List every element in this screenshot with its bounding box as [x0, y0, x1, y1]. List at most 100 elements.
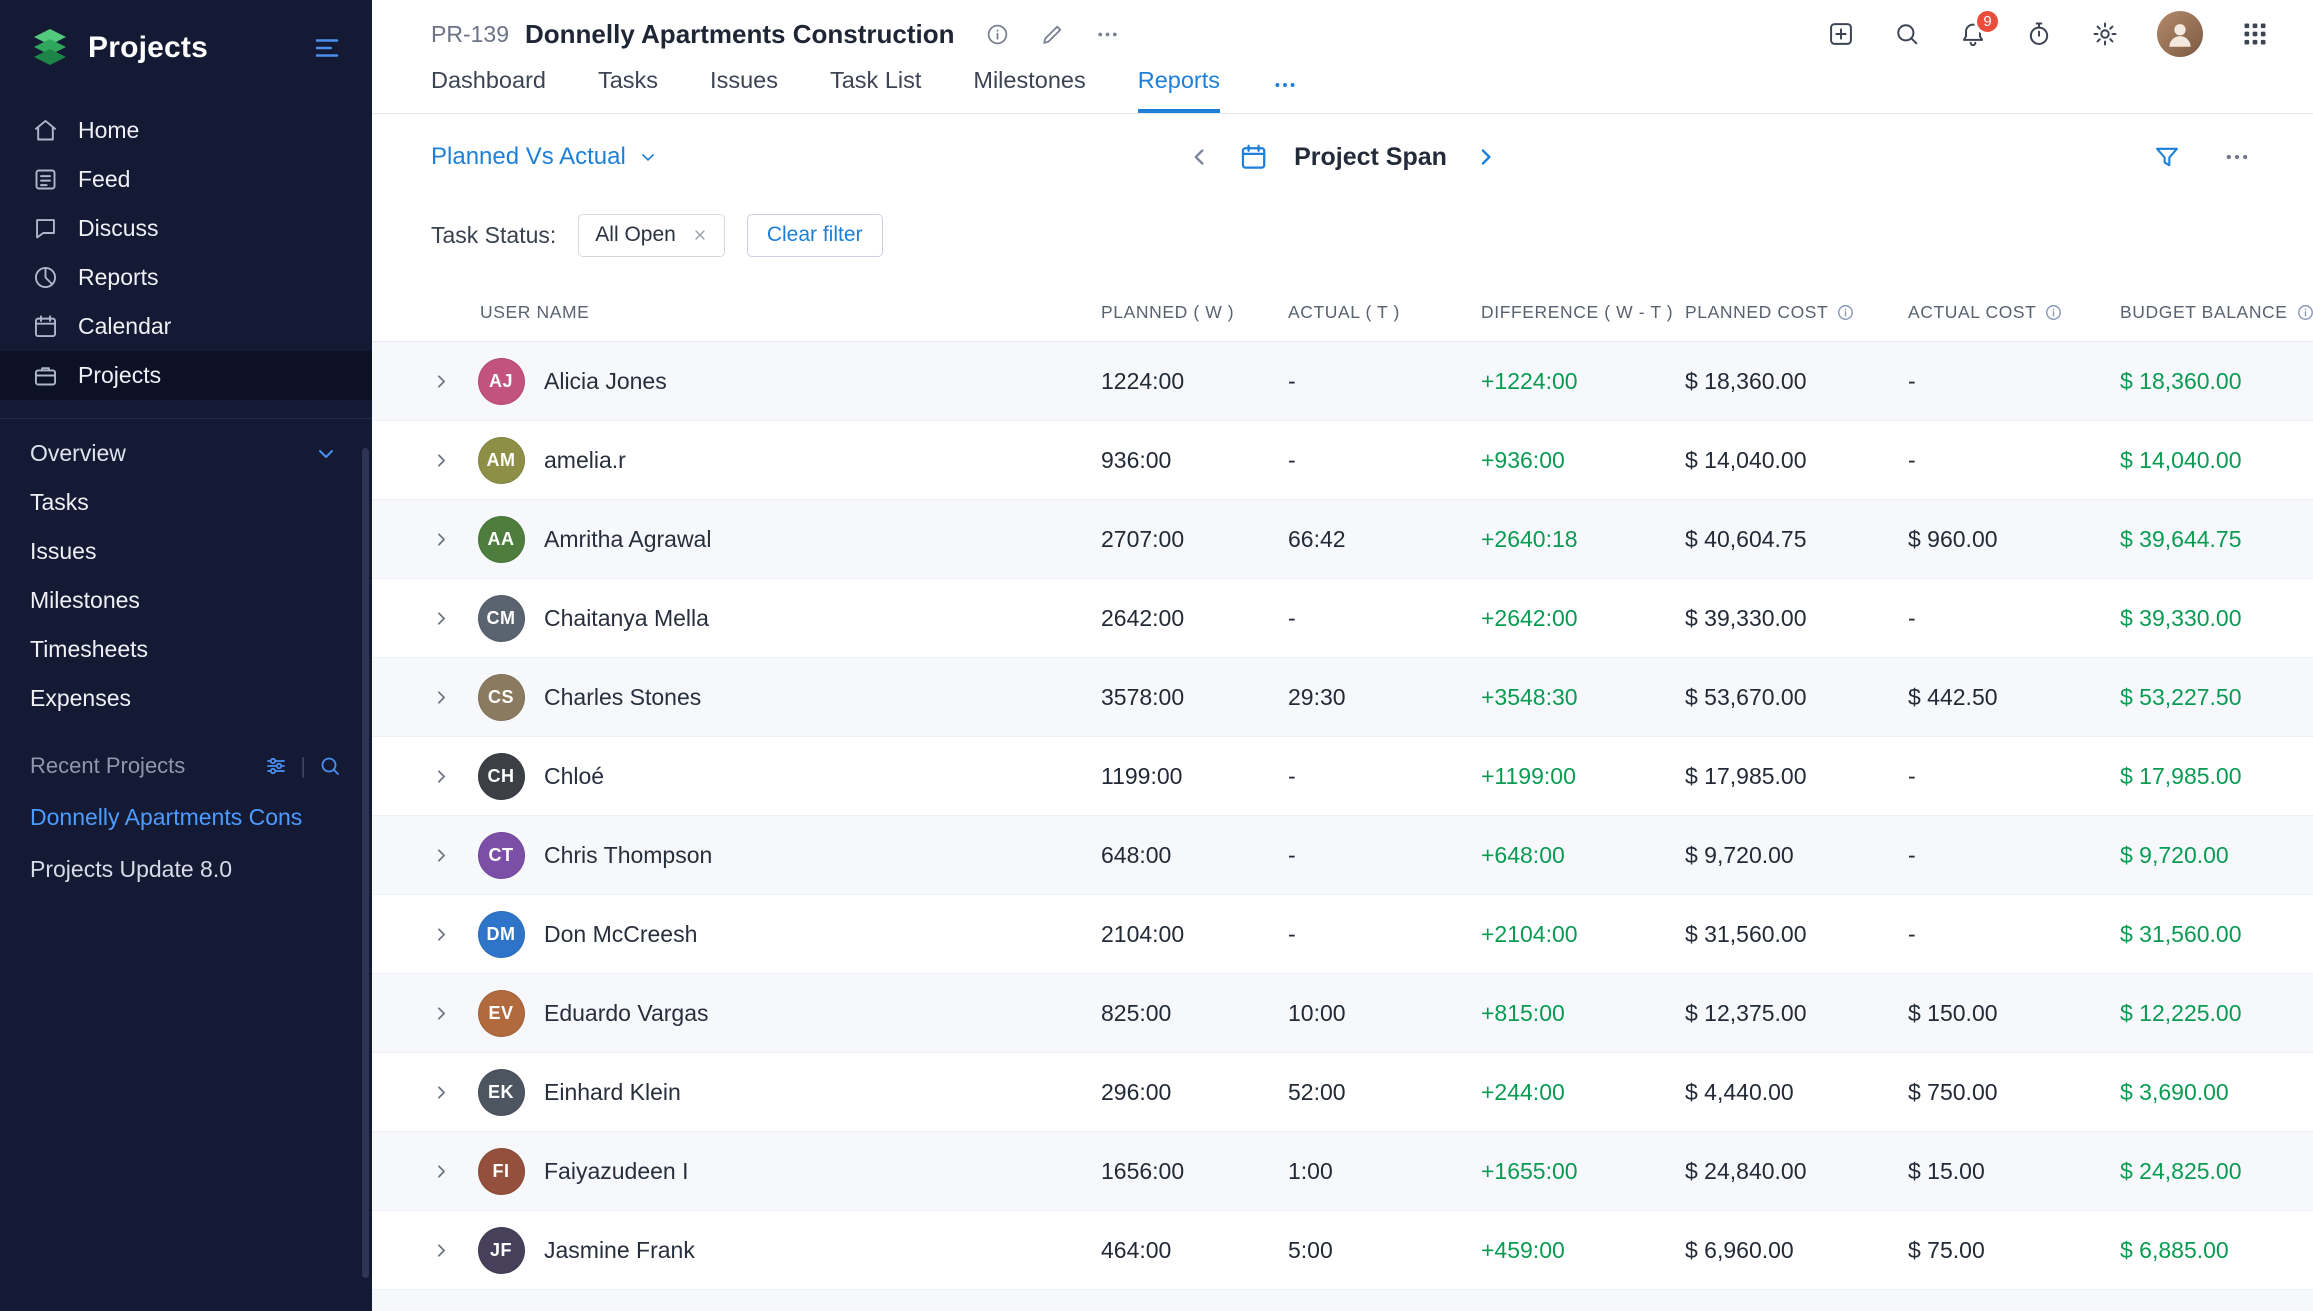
- user-avatar[interactable]: [2157, 11, 2203, 57]
- actual-cost: $ 150.00: [1908, 999, 1998, 1026]
- sidebar-item-calendar[interactable]: Calendar: [0, 302, 372, 351]
- row-expand-chevron-icon[interactable]: [372, 924, 468, 945]
- sidebar-section-overview[interactable]: Overview: [0, 429, 372, 478]
- filter-sliders-icon[interactable]: [264, 754, 288, 778]
- user-name[interactable]: Faiyazudeen I: [544, 1157, 689, 1184]
- info-icon[interactable]: [2296, 303, 2313, 322]
- tab-reports[interactable]: Reports: [1137, 67, 1221, 113]
- row-expand-chevron-icon[interactable]: [372, 371, 468, 392]
- sidebar-item-reports[interactable]: Reports: [0, 253, 372, 302]
- sidebar-item-milestones[interactable]: Milestones: [0, 576, 372, 625]
- edit-pencil-icon[interactable]: [1040, 22, 1065, 47]
- sidebar-item-tasks[interactable]: Tasks: [0, 478, 372, 527]
- table-body: AJ Alicia Jones 1224:00 - +1224:00 $ 18,…: [372, 342, 2313, 1311]
- brand-name: Projects: [88, 31, 208, 64]
- sidebar-collapse-icon[interactable]: [312, 33, 342, 63]
- recent-project-update[interactable]: Projects Update 8.0: [0, 843, 372, 895]
- user-name[interactable]: Chloé: [544, 762, 605, 789]
- chevron-down-icon[interactable]: [314, 442, 338, 466]
- add-new-icon[interactable]: [1827, 20, 1855, 48]
- sidebar-item-home[interactable]: Home: [0, 106, 372, 155]
- tab-issues[interactable]: Issues: [710, 67, 778, 93]
- more-options-icon[interactable]: [1095, 22, 1120, 47]
- tabs-more-icon[interactable]: [1272, 72, 1298, 113]
- sidebar-item-timesheets[interactable]: Timesheets: [0, 625, 372, 674]
- row-expand-chevron-icon[interactable]: [372, 1240, 468, 1261]
- planned-cost: $ 31,560.00: [1685, 920, 1807, 947]
- user-name[interactable]: Chris Thompson: [544, 841, 713, 868]
- row-expand-chevron-icon[interactable]: [372, 608, 468, 629]
- report-type-dropdown[interactable]: Planned Vs Actual: [431, 143, 658, 171]
- row-expand-chevron-icon[interactable]: [372, 766, 468, 787]
- planned-cost: $ 40,604.75: [1685, 525, 1807, 552]
- actual-hours: 5:00: [1288, 1236, 1333, 1263]
- row-expand-chevron-icon[interactable]: [372, 687, 468, 708]
- prev-period-chevron-icon[interactable]: [1186, 144, 1212, 170]
- clear-filter-button[interactable]: Clear filter: [746, 213, 883, 257]
- user-name[interactable]: Alicia Jones: [544, 367, 667, 394]
- next-period-chevron-icon[interactable]: [1473, 144, 1499, 170]
- reports-icon: [34, 266, 57, 289]
- info-icon[interactable]: [1836, 303, 1855, 322]
- close-icon[interactable]: [692, 227, 708, 243]
- avatar-initials: CM: [486, 607, 516, 628]
- user-name[interactable]: Amritha Agrawal: [544, 525, 712, 552]
- row-expand-chevron-icon[interactable]: [372, 529, 468, 550]
- tab-tasks[interactable]: Tasks: [597, 67, 659, 93]
- calendar-icon[interactable]: [1238, 142, 1268, 172]
- planned-cost: $ 24,840.00: [1685, 1157, 1807, 1184]
- toolbar-more-icon[interactable]: [2223, 143, 2251, 171]
- avatar-cell: AJ: [468, 357, 534, 405]
- sidebar-item-expenses[interactable]: Expenses: [0, 674, 372, 723]
- sidebar-scrollbar[interactable]: [362, 448, 369, 1278]
- info-icon[interactable]: [2044, 303, 2063, 322]
- search-icon[interactable]: [1893, 20, 1921, 48]
- info-icon[interactable]: [985, 22, 1010, 47]
- recent-project-donnelly[interactable]: Donnelly Apartments Cons: [0, 791, 372, 843]
- avatar-cell: AA: [468, 515, 534, 563]
- actual-hours: -: [1288, 762, 1296, 789]
- row-expand-chevron-icon[interactable]: [372, 450, 468, 471]
- project-title: Donnelly Apartments Construction: [524, 18, 955, 49]
- user-name[interactable]: Einhard Klein: [544, 1078, 681, 1105]
- tab-task-list[interactable]: Task List: [829, 67, 922, 93]
- search-icon[interactable]: [318, 754, 342, 778]
- tab-milestones[interactable]: Milestones: [973, 67, 1086, 93]
- user-name[interactable]: Chaitanya Mella: [544, 604, 709, 631]
- avatar-initials: JF: [489, 1239, 512, 1260]
- planned-cost: $ 17,985.00: [1685, 762, 1807, 789]
- actual-hours: 10:00: [1288, 999, 1346, 1026]
- user-name[interactable]: Don McCreesh: [544, 920, 698, 947]
- notification-badge: 9: [1974, 8, 2001, 35]
- project-tabs: Dashboard Tasks Issues Task List Milesto…: [372, 58, 2313, 113]
- status-filter-chip[interactable]: All Open: [578, 213, 725, 257]
- budget-balance: $ 14,040.00: [2120, 446, 2242, 473]
- chip-label: All Open: [595, 223, 676, 246]
- row-expand-chevron-icon[interactable]: [372, 1161, 468, 1182]
- budget-balance: $ 3,690.00: [2120, 1078, 2229, 1105]
- row-expand-chevron-icon[interactable]: [372, 1003, 468, 1024]
- toolbar-right-actions: [2153, 143, 2251, 171]
- filter-funnel-icon[interactable]: [2153, 143, 2181, 171]
- user-name[interactable]: Jasmine Frank: [544, 1236, 695, 1263]
- row-expand-chevron-icon[interactable]: [372, 845, 468, 866]
- user-name[interactable]: amelia.r: [544, 446, 626, 473]
- sidebar-item-discuss[interactable]: Discuss: [0, 204, 372, 253]
- settings-gear-icon[interactable]: [2091, 20, 2119, 48]
- tab-dashboard[interactable]: Dashboard: [431, 67, 546, 93]
- column-user-name: USER NAME: [480, 302, 590, 322]
- sidebar-item-feed[interactable]: Feed: [0, 155, 372, 204]
- sidebar: Projects Home Feed Discuss Reports: [0, 0, 372, 1311]
- user-name[interactable]: Eduardo Vargas: [544, 999, 709, 1026]
- actual-cost: -: [1908, 762, 1916, 789]
- sidebar-item-issues[interactable]: Issues: [0, 527, 372, 576]
- notifications-bell-icon[interactable]: 9: [1959, 8, 2001, 48]
- user-name[interactable]: Charles Stones: [544, 683, 702, 710]
- timer-icon[interactable]: [2025, 20, 2053, 48]
- row-expand-chevron-icon[interactable]: [372, 1082, 468, 1103]
- planned-hours: 3578:00: [1101, 683, 1185, 710]
- actual-hours: -: [1288, 446, 1296, 473]
- sidebar-item-projects[interactable]: Projects: [0, 351, 372, 400]
- apps-grid-icon[interactable]: [2241, 20, 2269, 48]
- sidebar-item-label: Projects: [78, 362, 162, 388]
